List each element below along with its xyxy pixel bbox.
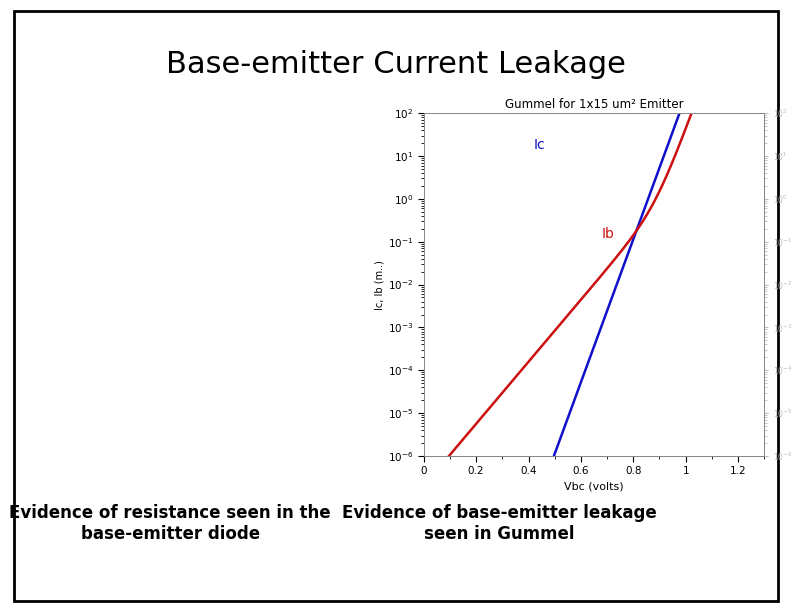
X-axis label: Vbc (volts): Vbc (volts) xyxy=(564,482,624,492)
Y-axis label: Ic, Ib (m..): Ic, Ib (m..) xyxy=(375,259,385,310)
Text: Base-emitter Current Leakage: Base-emitter Current Leakage xyxy=(166,50,626,79)
Text: Ib: Ib xyxy=(602,227,615,241)
Title: Gummel for 1x15 um² Emitter: Gummel for 1x15 um² Emitter xyxy=(505,98,683,111)
Text: Ic: Ic xyxy=(534,138,546,152)
Text: Evidence of resistance seen in the
base-emitter diode: Evidence of resistance seen in the base-… xyxy=(10,504,331,543)
Text: Evidence of base-emitter leakage
seen in Gummel: Evidence of base-emitter leakage seen in… xyxy=(341,504,657,543)
